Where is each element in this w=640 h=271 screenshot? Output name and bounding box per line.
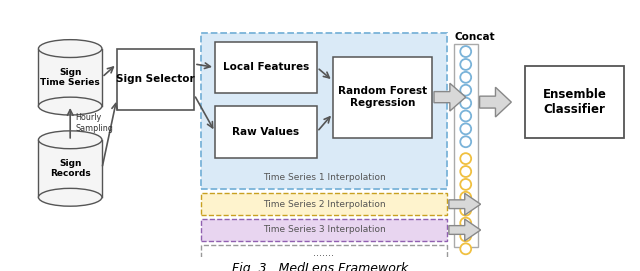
Circle shape (460, 98, 471, 109)
Polygon shape (479, 87, 511, 117)
Text: Hourly
Sampling: Hourly Sampling (75, 113, 113, 133)
Circle shape (460, 59, 471, 70)
Text: .......: ....... (314, 248, 335, 258)
Circle shape (460, 179, 471, 190)
Bar (201, 219, 447, 241)
Bar (38, 49, 102, 106)
Circle shape (460, 72, 471, 83)
Bar (201, 33, 447, 189)
Circle shape (460, 136, 471, 147)
Ellipse shape (38, 40, 102, 57)
Text: Time Series 1 Interpolation: Time Series 1 Interpolation (262, 173, 385, 182)
Polygon shape (449, 219, 481, 241)
Bar (333, 57, 432, 138)
Text: Sign
Time Series: Sign Time Series (40, 68, 100, 87)
Circle shape (460, 166, 471, 177)
Text: Concat: Concat (454, 32, 495, 42)
Polygon shape (449, 193, 481, 215)
Bar (201, 193, 447, 215)
Bar (215, 106, 317, 158)
Ellipse shape (38, 188, 102, 206)
Text: Raw Values: Raw Values (232, 127, 300, 137)
Ellipse shape (38, 131, 102, 149)
Text: Sign
Records: Sign Records (50, 159, 91, 178)
Ellipse shape (38, 97, 102, 115)
Circle shape (460, 123, 471, 134)
Text: Time Series 2 Interpolation: Time Series 2 Interpolation (262, 200, 385, 209)
Text: Time Series 3 Interpolation: Time Series 3 Interpolation (262, 225, 385, 234)
Circle shape (460, 243, 471, 254)
Bar (525, 66, 625, 138)
Circle shape (460, 218, 471, 228)
Text: Sign Selector: Sign Selector (116, 74, 195, 84)
Text: Random Forest
Regression: Random Forest Regression (338, 86, 427, 108)
Circle shape (460, 230, 471, 241)
Circle shape (460, 260, 471, 271)
Text: Ensemble
Classifier: Ensemble Classifier (543, 88, 607, 116)
Circle shape (460, 46, 471, 57)
Bar (116, 49, 194, 110)
Text: Local Features: Local Features (223, 62, 309, 72)
Bar (454, 44, 477, 247)
Circle shape (460, 153, 471, 164)
Circle shape (460, 192, 471, 203)
Polygon shape (434, 83, 466, 111)
Bar (215, 42, 317, 93)
Circle shape (460, 85, 471, 96)
Bar (201, 245, 447, 261)
Circle shape (460, 205, 471, 216)
Text: Fig. 3   MedLens Framework: Fig. 3 MedLens Framework (232, 262, 408, 271)
Bar (38, 140, 102, 197)
Circle shape (460, 111, 471, 121)
